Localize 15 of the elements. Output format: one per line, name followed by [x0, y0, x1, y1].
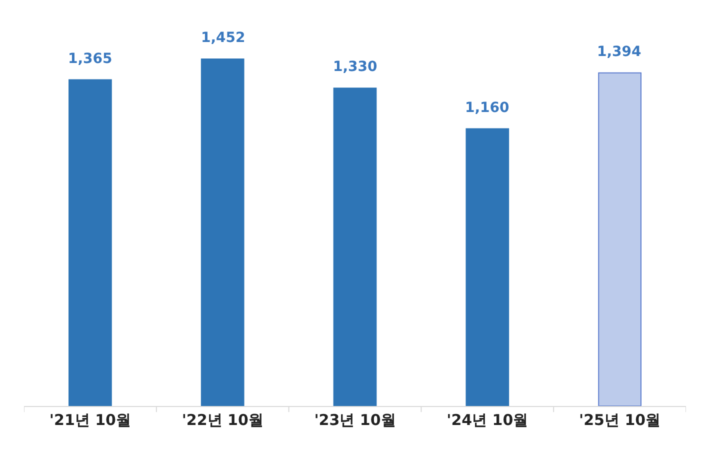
bar [200, 58, 244, 406]
bar [466, 128, 510, 406]
x-tick-label: '22년 10월 [182, 411, 264, 429]
x-tick-label: '24년 10월 [446, 411, 528, 429]
data-label: 1,330 [333, 59, 378, 75]
data-label: 1,394 [597, 44, 642, 60]
data-label: 1,365 [68, 51, 112, 67]
bar [333, 88, 377, 406]
x-tick-label: '25년 10월 [579, 411, 661, 429]
x-tick-label: '21년 10월 [49, 411, 131, 429]
data-label: 1,160 [465, 100, 510, 116]
bar [598, 72, 642, 406]
data-label: 1,452 [201, 30, 246, 46]
bar [68, 79, 112, 406]
x-tick-label: '23년 10월 [314, 411, 396, 429]
